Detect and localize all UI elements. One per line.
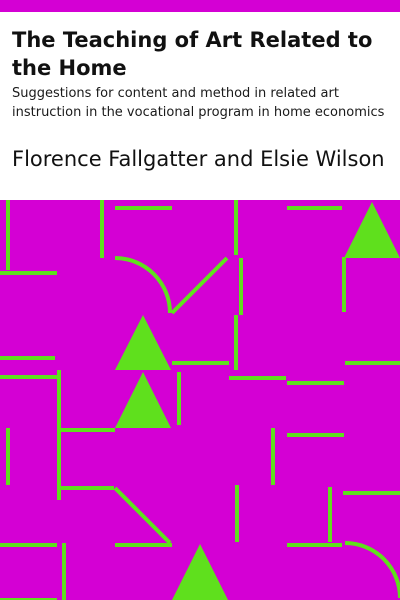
- pattern-arc: [344, 541, 400, 599]
- book-subtitle: Suggestions for content and method in re…: [12, 86, 385, 120]
- book-title: The Teaching of Art Related to the Home: [12, 28, 373, 80]
- pattern-line: [113, 486, 172, 545]
- pattern-triangle: [115, 372, 171, 428]
- pattern-triangle: [115, 315, 171, 370]
- pattern-triangle: [344, 202, 400, 258]
- book-author: Florence Fallgatter and Elsie Wilson: [12, 147, 385, 171]
- pattern-background: [0, 200, 400, 600]
- cover-header: The Teaching of Art Related to the Home …: [0, 12, 400, 200]
- pattern-line: [170, 256, 229, 315]
- pattern-triangle: [172, 544, 228, 600]
- top-color-bar: [0, 0, 400, 12]
- cover-pattern: [0, 200, 400, 600]
- pattern-arc: [114, 256, 172, 314]
